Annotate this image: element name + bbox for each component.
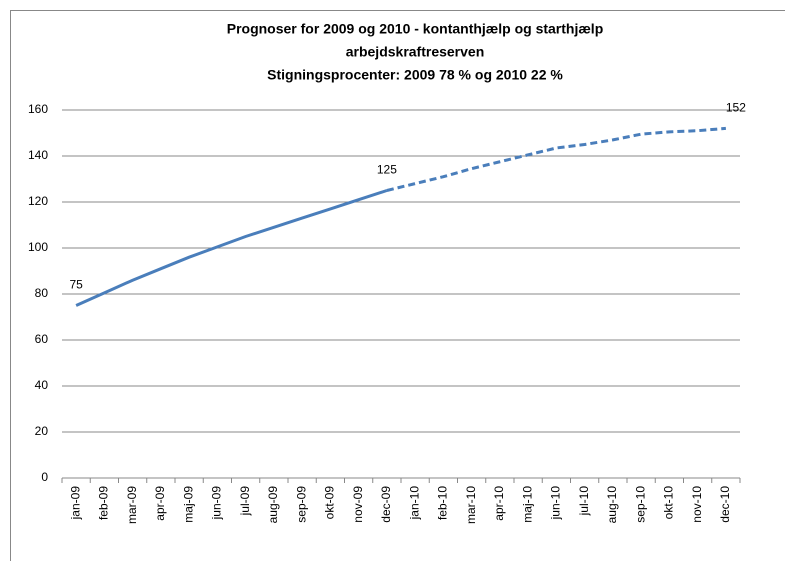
chart-title: Stigningsprocenter: 2009 78 % og 2010 22… — [267, 67, 563, 83]
x-tick-label: aug-10 — [605, 486, 619, 524]
data-label: 152 — [726, 101, 746, 115]
x-tick-label: jan-09 — [68, 486, 82, 521]
x-tick-label: feb-10 — [436, 486, 450, 520]
x-tick-label: mar-09 — [125, 486, 139, 524]
x-tick-label: jan-10 — [407, 486, 421, 521]
x-tick-label: feb-09 — [97, 486, 111, 520]
line — [75, 189, 388, 307]
x-tick-label: jul-09 — [238, 486, 252, 517]
chart-title: arbejdskraftreserven — [346, 44, 485, 60]
line — [386, 126, 726, 192]
x-tick-label: nov-09 — [351, 486, 365, 523]
y-tick-label: 40 — [35, 378, 49, 392]
x-tick-label: mar-10 — [464, 486, 478, 524]
x-tick-label: apr-10 — [492, 486, 506, 521]
x-tick-label: sep-10 — [633, 486, 647, 523]
y-tick-label: 20 — [35, 424, 49, 438]
x-tick-label: jul-10 — [577, 486, 591, 517]
x-tick-label: jun-10 — [549, 486, 563, 521]
x-tick-label: apr-09 — [153, 486, 167, 521]
x-tick-label: dec-10 — [718, 486, 732, 523]
y-tick-label: 140 — [28, 148, 48, 162]
x-tick-label: dec-09 — [379, 486, 393, 523]
y-tick-label: 80 — [35, 286, 49, 300]
data-label: 75 — [69, 278, 83, 292]
x-tick-label: aug-09 — [266, 486, 280, 524]
x-tick-label: sep-09 — [294, 486, 308, 523]
y-tick-label: 0 — [41, 470, 48, 484]
x-tick-label: okt-10 — [662, 486, 676, 520]
x-tick-label: maj-10 — [520, 486, 534, 523]
x-tick-label: jun-09 — [210, 486, 224, 521]
chart-frame — [10, 10, 785, 561]
y-tick-label: 100 — [28, 240, 48, 254]
x-tick-label: maj-09 — [181, 486, 195, 523]
x-tick-label: nov-10 — [690, 486, 704, 523]
chart-title: Prognoser for 2009 og 2010 - kontanthjæl… — [227, 21, 604, 37]
data-label: 125 — [377, 163, 397, 177]
y-tick-label: 120 — [28, 194, 48, 208]
y-tick-label: 60 — [35, 332, 49, 346]
y-tick-label: 160 — [28, 102, 48, 116]
x-tick-label: okt-09 — [323, 486, 337, 520]
